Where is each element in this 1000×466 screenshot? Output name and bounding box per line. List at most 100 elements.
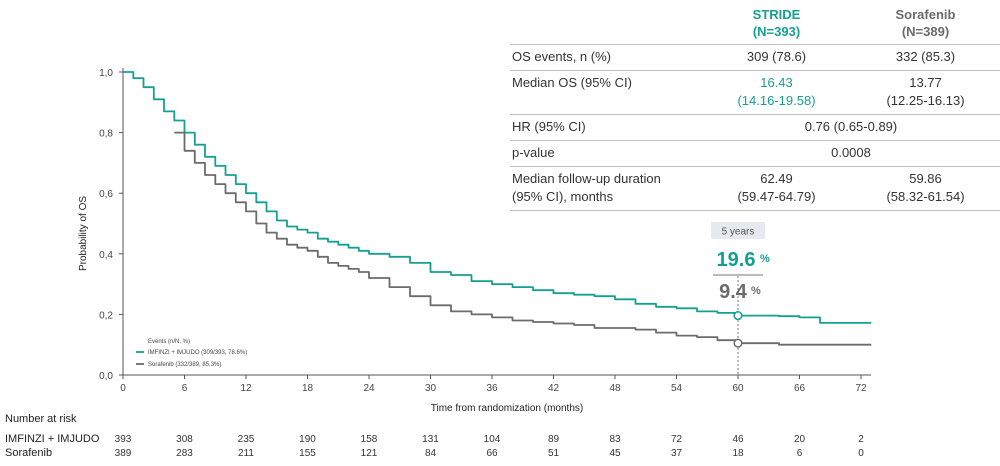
y-axis-title: Probability of OS (78, 196, 89, 271)
risk-value: 51 (548, 448, 560, 459)
table-row: OS events, n (%) 309 (78.6) 332 (85.3) (510, 44, 1000, 71)
x-tick-label: 72 (855, 383, 867, 394)
cell-line: (12.25-16.13) (886, 93, 965, 108)
y-tick-label: 0,6 (99, 189, 113, 200)
cell-line: (59.47-64.79) (737, 189, 816, 204)
risk-value: 84 (425, 448, 437, 459)
cell-stride: 16.43 (14.16-19.58) (702, 70, 851, 115)
header-stride-n: (N=393) (752, 24, 801, 39)
x-tick-label: 18 (302, 383, 314, 394)
os-summary-table: STRIDE (N=393) Sorafenib (N=389) OS even… (510, 4, 1000, 211)
risk-value: 211 (238, 448, 254, 459)
sorafenib-5yr-unit: % (751, 285, 761, 297)
risk-row-label: Sorafenib (5, 447, 52, 459)
x-tick-label: 30 (425, 383, 437, 394)
risk-value: 389 (115, 448, 132, 459)
risk-value: 393 (115, 434, 132, 445)
header-sorafenib: Sorafenib (N=389) (851, 4, 1000, 45)
risk-value: 190 (299, 434, 316, 445)
y-tick-label: 0,2 (99, 310, 113, 321)
cell-line: (95% CI), months (512, 189, 614, 204)
row-label: HR (95% CI) (510, 114, 702, 141)
x-tick-label: 6 (182, 383, 188, 394)
cell-sorafenib: 59.86 (58.32-61.54) (851, 166, 1000, 211)
x-tick-label: 54 (671, 383, 683, 394)
risk-value: 283 (176, 448, 193, 459)
risk-value: 83 (609, 434, 621, 445)
risk-value: 155 (299, 448, 316, 459)
legend-title: Events (n/N, %) (148, 339, 190, 345)
risk-value: 20 (794, 434, 806, 445)
y-tick-label: 1,0 (99, 68, 113, 79)
risk-value: 235 (238, 434, 255, 445)
y-tick-label: 0,4 (99, 250, 113, 261)
sorafenib-5yr-marker (733, 338, 743, 348)
x-axis-title: Time from randomization (months) (431, 403, 583, 414)
cell-line: 59.86 (909, 171, 942, 186)
risk-value: 72 (671, 434, 683, 445)
header-stride: STRIDE (N=393) (702, 4, 851, 45)
cell-merged: 0.0008 (702, 140, 1000, 167)
risk-value: 37 (671, 448, 683, 459)
cell-line: (58.32-61.54) (886, 189, 965, 204)
cell-merged: 0.76 (0.65-0.89) (702, 114, 1000, 141)
risk-value: 104 (484, 434, 501, 445)
risk-value: 18 (732, 448, 744, 459)
table-row: p-value 0.0008 (510, 140, 1000, 167)
x-tick-label: 36 (486, 383, 498, 394)
risk-value: 45 (609, 448, 621, 459)
risk-value: 46 (732, 434, 744, 445)
cell-line: 13.77 (909, 75, 942, 90)
risk-row-label: IMFINZI + IMJUDO (5, 433, 100, 445)
sorafenib-5yr-value: 9.4 (719, 281, 748, 303)
cell-stride: 309 (78.6) (702, 44, 851, 71)
cell-stride: 62.49 (59.47-64.79) (702, 166, 851, 211)
cell-sorafenib: 13.77 (12.25-16.13) (851, 70, 1000, 115)
five-year-badge (711, 222, 765, 239)
risk-value: 131 (422, 434, 439, 445)
legend-entry: Sorafenib (332/389, 85.3%) (148, 362, 221, 368)
number-at-risk-table: Number at risk IMFINZI + IMJUDO 393 308 235 1… (5, 413, 864, 459)
row-label: p-value (510, 140, 702, 167)
risk-value: 308 (176, 434, 193, 445)
x-tick-label: 24 (363, 383, 375, 394)
x-tick-label: 0 (120, 383, 126, 394)
table-row: Median OS (95% CI) 16.43 (14.16-19.58) 1… (510, 70, 1000, 115)
row-label: OS events, n (%) (510, 44, 702, 71)
risk-table-title: Number at risk (5, 413, 77, 425)
risk-value: 121 (361, 448, 378, 459)
x-tick-label: 48 (609, 383, 621, 394)
stride-5yr-marker (733, 311, 743, 321)
x-tick-label: 42 (548, 383, 560, 394)
header-sorafenib-name: Sorafenib (895, 7, 956, 22)
y-tick-label: 0,8 (99, 129, 113, 140)
x-tick-label: 66 (794, 383, 806, 394)
risk-value: 2 (858, 434, 864, 445)
cell-line: (14.16-19.58) (737, 93, 816, 108)
survival-curves (123, 71, 872, 348)
x-tick-label: 12 (240, 383, 252, 394)
stride-5yr-value: 19.6 (717, 249, 756, 271)
risk-value: 89 (548, 434, 560, 445)
cell-sorafenib: 332 (85.3) (851, 44, 1000, 71)
stride-curve (123, 71, 872, 324)
header-stride-name: STRIDE (752, 7, 801, 22)
header-sorafenib-n: (N=389) (901, 24, 950, 39)
legend: Events (n/N, %) IMFINZI + IMJUDO (309/393… (136, 339, 247, 368)
stride-5yr-unit: % (760, 253, 770, 265)
y-tick-label: 0,0 (99, 371, 113, 382)
cell-line: 62.49 (760, 171, 793, 186)
cell-line: 16.43 (760, 75, 793, 90)
x-tick-label: 60 (732, 383, 744, 394)
risk-value: 0 (858, 448, 864, 459)
row-label: Median OS (95% CI) (510, 70, 702, 115)
row-label: Median follow-up duration (95% CI), mont… (510, 166, 702, 211)
risk-value: 158 (361, 434, 378, 445)
table-row: HR (95% CI) 0.76 (0.65-0.89) (510, 114, 1000, 141)
sorafenib-curve (174, 131, 872, 346)
table-row: Median follow-up duration (95% CI), mont… (510, 166, 1000, 211)
legend-entry: IMFINZI + IMJUDO (309/393, 78.6%) (148, 350, 247, 356)
five-year-badge-label: 5 years (722, 227, 755, 238)
